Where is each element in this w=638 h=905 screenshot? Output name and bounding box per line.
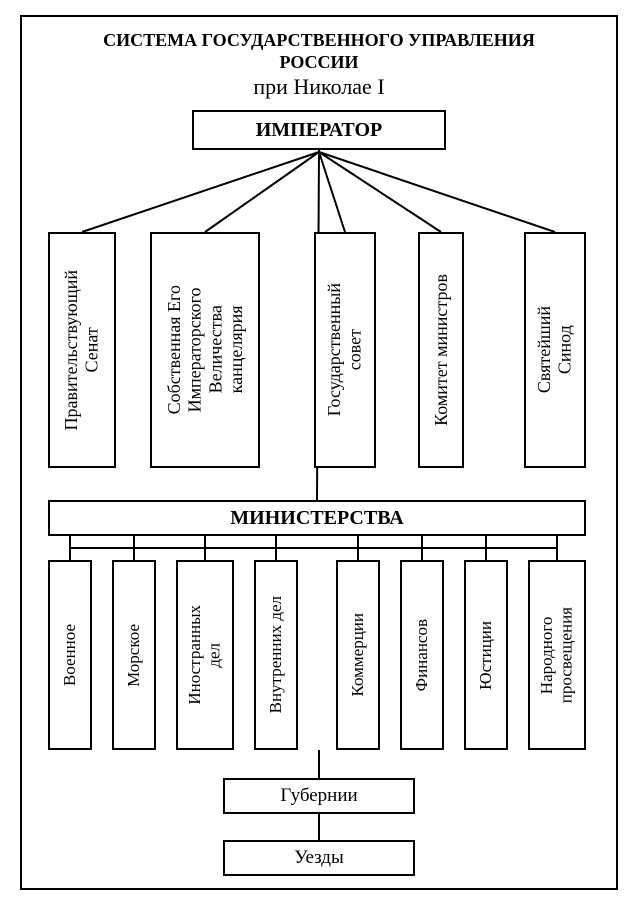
label-emperor: ИМПЕРАТОР — [256, 119, 383, 142]
node-ministry-military: Военное — [48, 560, 92, 750]
label-synod: Святейший Синод — [534, 306, 575, 393]
node-gubernii: Губернии — [223, 778, 415, 814]
label-council: Государственный совет — [324, 283, 365, 416]
node-committee: Комитет министров — [418, 232, 464, 468]
title-line-3: при Николае I — [0, 74, 638, 100]
label-m-education: Народного просвещения — [537, 607, 576, 703]
label-ministries: МИНИСТЕРСТВА — [230, 507, 403, 530]
node-ministry-foreign: Иностранных дел — [176, 560, 234, 750]
node-ministry-navy: Морское — [112, 560, 156, 750]
node-ministry-finance: Финансов — [400, 560, 444, 750]
diagram-page: СИСТЕМА ГОСУДАРСТВЕННОГО УПРАВЛЕНИЯ РОСС… — [0, 0, 638, 905]
node-synod: Святейший Синод — [524, 232, 586, 468]
node-uezdy: Уезды — [223, 840, 415, 876]
node-ministries: МИНИСТЕРСТВА — [48, 500, 586, 536]
label-m-navy: Морское — [124, 624, 144, 687]
node-council: Государственный совет — [314, 232, 376, 468]
node-emperor: ИМПЕРАТОР — [192, 110, 446, 150]
label-m-interior: Внутренних дел — [266, 596, 286, 713]
label-gubernii: Губернии — [280, 785, 357, 807]
label-senate: Правительствующий Сенат — [61, 270, 102, 430]
label-chancellery: Собственная Его Императорского Величеств… — [164, 285, 247, 414]
label-uezdy: Уезды — [294, 847, 343, 869]
node-ministry-interior: Внутренних дел — [254, 560, 298, 750]
node-ministry-education: Народного просвещения — [528, 560, 586, 750]
label-committee: Комитет министров — [431, 274, 452, 426]
title-line-2: РОССИИ — [0, 52, 638, 73]
node-ministry-commerce: Коммерции — [336, 560, 380, 750]
node-ministry-justice: Юстиции — [464, 560, 508, 750]
node-chancellery: Собственная Его Императорского Величеств… — [150, 232, 260, 468]
label-m-commerce: Коммерции — [348, 613, 368, 697]
title-line-1: СИСТЕМА ГОСУДАРСТВЕННОГО УПРАВЛЕНИЯ — [0, 30, 638, 51]
label-m-foreign: Иностранных дел — [185, 605, 224, 705]
label-m-finance: Финансов — [412, 619, 432, 691]
label-m-justice: Юстиции — [476, 621, 496, 690]
label-m-military: Военное — [60, 624, 80, 686]
node-senate: Правительствующий Сенат — [48, 232, 116, 468]
